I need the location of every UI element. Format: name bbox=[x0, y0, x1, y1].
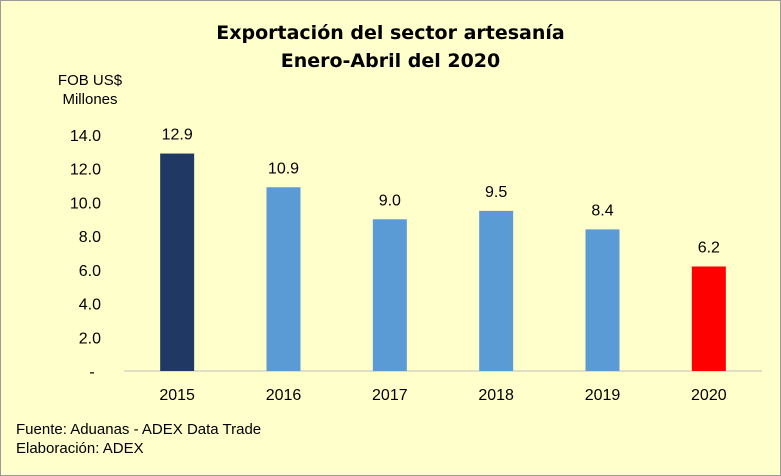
y-tick-label: 12.0 bbox=[70, 162, 101, 179]
y-tick-label: 10.0 bbox=[70, 195, 101, 212]
y-axis-label: FOB US$ bbox=[57, 72, 123, 89]
x-tick-label: 2018 bbox=[478, 387, 514, 404]
y-tick-label: 14.0 bbox=[70, 128, 101, 145]
data-label-2020: 6.2 bbox=[698, 239, 720, 256]
data-label-2018: 9.5 bbox=[485, 184, 507, 201]
y-axis-unit: Millones bbox=[62, 91, 118, 108]
credit-note: Elaboración: ADEX bbox=[16, 440, 144, 457]
bar-2017 bbox=[372, 219, 407, 371]
bar-2020 bbox=[691, 266, 726, 371]
x-tick-label: 2020 bbox=[691, 387, 727, 404]
y-tick-label: 4.0 bbox=[79, 297, 101, 314]
data-label-2016: 10.9 bbox=[268, 160, 299, 177]
data-label-2015: 12.9 bbox=[162, 127, 193, 144]
y-tick-label: 8.0 bbox=[79, 229, 101, 246]
x-tick-label: 2019 bbox=[585, 387, 621, 404]
x-tick-label: 2017 bbox=[372, 387, 408, 404]
chart-subtitle: Enero-Abril del 2020 bbox=[280, 50, 501, 72]
bar-2019 bbox=[585, 229, 620, 371]
chart-title: Exportación del sector artesanía bbox=[216, 22, 565, 44]
data-label-2017: 9.0 bbox=[379, 192, 401, 209]
bar-2018 bbox=[479, 210, 514, 371]
bar-2016 bbox=[266, 187, 301, 371]
source-note: Fuente: Aduanas - ADEX Data Trade bbox=[16, 421, 262, 438]
data-label-2019: 8.4 bbox=[591, 202, 613, 219]
x-tick-label: 2016 bbox=[266, 387, 302, 404]
x-tick-label: 2015 bbox=[159, 387, 195, 404]
y-tick-label: 2.0 bbox=[79, 330, 101, 347]
y-tick-label: - bbox=[89, 364, 94, 381]
y-tick-label: 6.0 bbox=[79, 263, 101, 280]
bar-2015 bbox=[160, 153, 195, 371]
